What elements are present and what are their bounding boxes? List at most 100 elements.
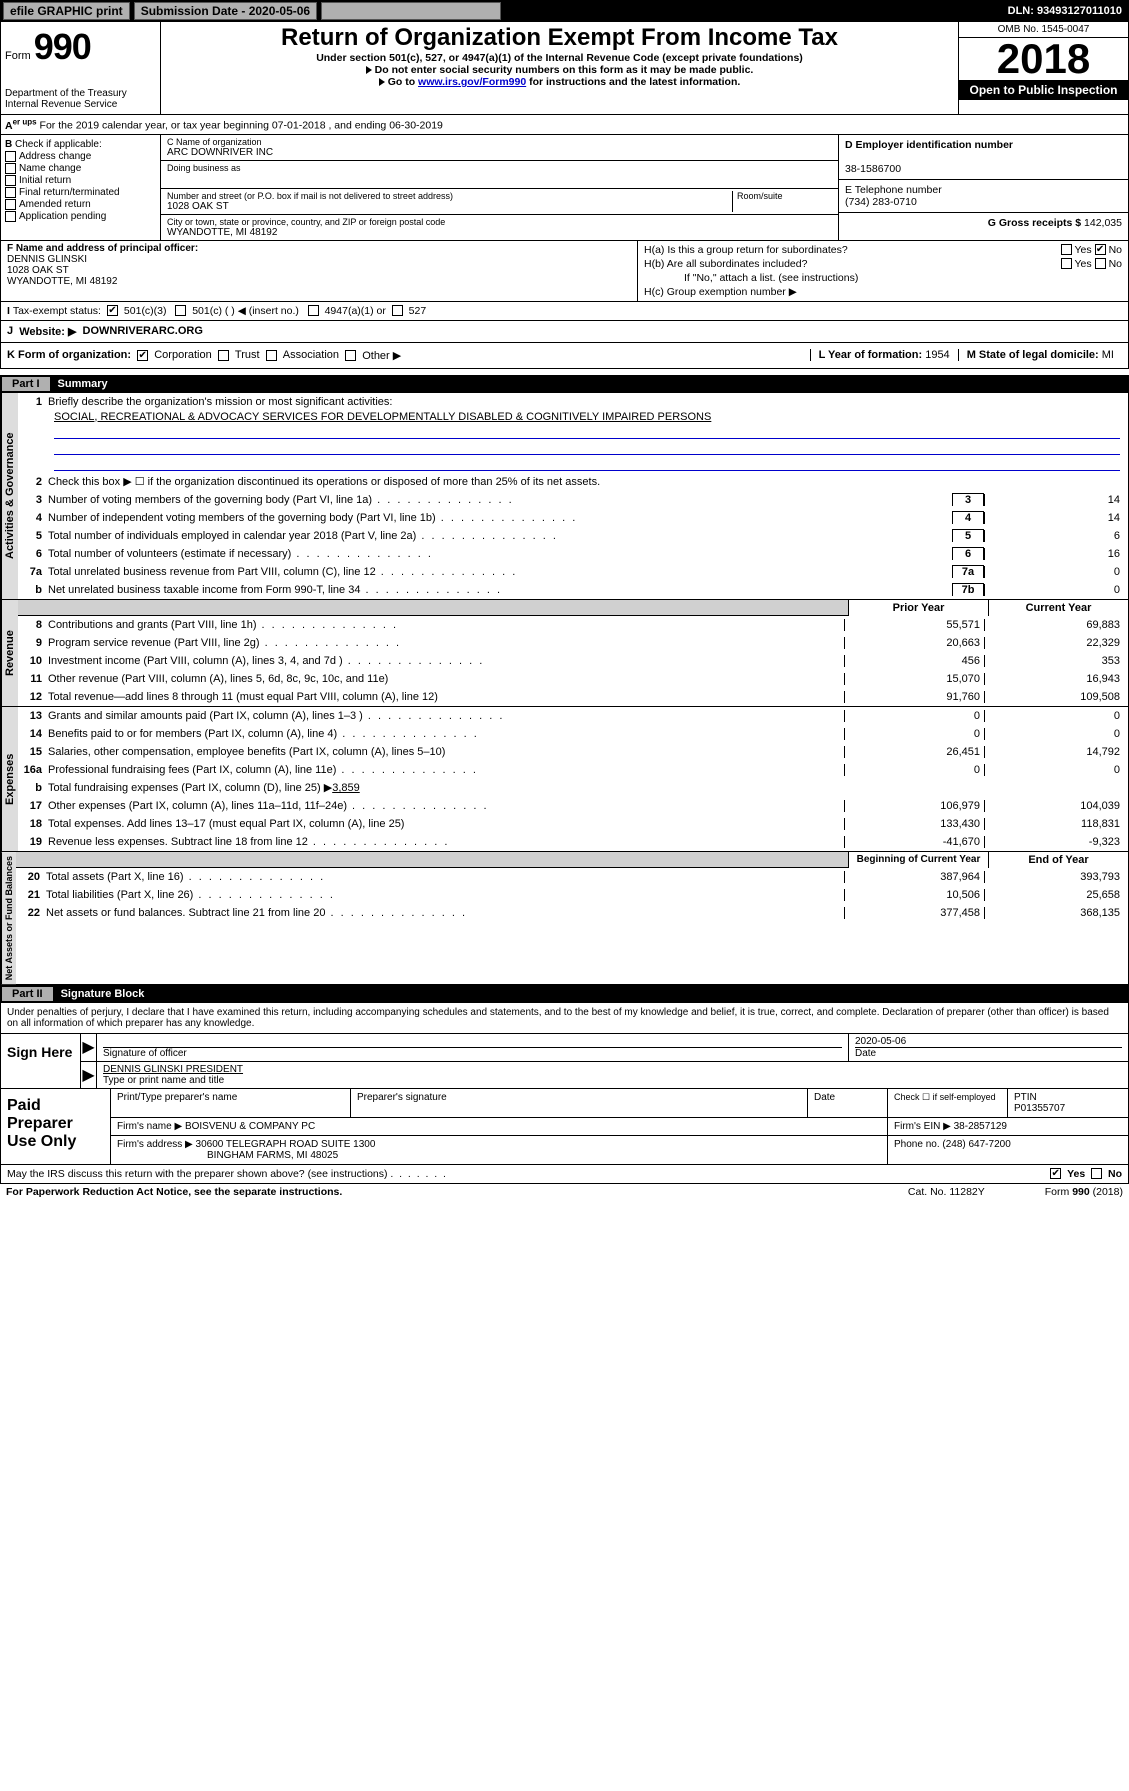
ha-yes-checkbox[interactable] — [1061, 244, 1072, 255]
501c3-checkbox[interactable] — [107, 305, 118, 316]
street-address: 1028 OAK ST — [167, 201, 732, 212]
paperwork-text: For Paperwork Reduction Act Notice, see … — [6, 1186, 342, 1198]
cat-no: Cat. No. 11282Y — [908, 1186, 985, 1198]
v4: 14 — [984, 512, 1124, 524]
c12: 109,508 — [984, 691, 1124, 703]
tax-status-row: I Tax-exempt status: 501(c)(3) 501(c) ( … — [0, 302, 1129, 321]
form990-link[interactable]: www.irs.gov/Form990 — [418, 76, 526, 88]
line14: Benefits paid to or for members (Part IX… — [48, 728, 337, 740]
line2: Check this box ▶ ☐ if the organization d… — [48, 475, 1124, 488]
expenses-section: Expenses 13Grants and similar amounts pa… — [1, 707, 1128, 852]
form-number-box: Form 990 Department of the Treasury Inte… — [1, 22, 161, 114]
penalties-text: Under penalties of perjury, I declare th… — [1, 1003, 1128, 1033]
no-label: No — [1109, 258, 1122, 270]
opt-amended: Amended return — [19, 199, 91, 210]
trust-checkbox[interactable] — [218, 350, 229, 361]
line16b: Total fundraising expenses (Part IX, col… — [48, 782, 332, 794]
discuss-yes-checkbox[interactable] — [1050, 1168, 1061, 1179]
527-checkbox[interactable] — [392, 305, 403, 316]
line11: Other revenue (Part VIII, column (A), li… — [48, 673, 388, 685]
line21: Total liabilities (Part X, line 26) — [46, 889, 193, 901]
corp-label: Corporation — [154, 349, 211, 361]
d-label: D Employer identification number — [845, 139, 1013, 151]
firm-addr-label: Firm's address ▶ — [117, 1139, 193, 1150]
opt-final: Final return/terminated — [19, 187, 120, 198]
blank-line — [54, 457, 1120, 471]
p17: 106,979 — [844, 800, 984, 812]
c19: -9,323 — [984, 836, 1124, 848]
line15: Salaries, other compensation, employee b… — [48, 746, 445, 758]
checkbox-initial[interactable] — [5, 175, 16, 186]
assoc-label: Association — [283, 349, 339, 361]
mission-text: SOCIAL, RECREATIONAL & ADVOCACY SERVICES… — [18, 411, 1128, 423]
subtitle: Under section 501(c), 527, or 4947(a)(1)… — [169, 52, 950, 64]
line16a: Professional fundraising fees (Part IX, … — [48, 764, 336, 776]
blank-line — [54, 441, 1120, 455]
hb-note: If "No," attach a list. (see instruction… — [684, 272, 858, 284]
efile-topbar: efile GRAPHIC print Submission Date - 20… — [0, 0, 1129, 22]
firm-name-label: Firm's name ▶ — [117, 1121, 182, 1132]
part1-header: Part I Summary — [0, 375, 1129, 393]
c21: 25,658 — [984, 889, 1124, 901]
c22: 368,135 — [984, 907, 1124, 919]
phone: (734) 283-0710 — [845, 196, 917, 208]
summary-body: Activities & Governance 1Briefly describ… — [0, 393, 1129, 985]
row-a-text: For the 2019 calendar year, or tax year … — [40, 120, 443, 132]
c15: 14,792 — [984, 746, 1124, 758]
part2-header: Part II Signature Block — [0, 985, 1129, 1003]
4947-checkbox[interactable] — [308, 305, 319, 316]
ptin: P01355707 — [1014, 1103, 1065, 1114]
website-label: Website: ▶ — [19, 325, 76, 338]
line3: Number of voting members of the governin… — [48, 494, 372, 506]
checkbox-address-change[interactable] — [5, 151, 16, 162]
vert-net: Net Assets or Fund Balances — [1, 852, 16, 984]
checkbox-pending[interactable] — [5, 211, 16, 222]
note-ssn: Do not enter social security numbers on … — [375, 64, 754, 76]
blank-line — [54, 425, 1120, 439]
efile-graphic-button[interactable]: efile GRAPHIC print — [3, 2, 130, 20]
sig-date: 2020-05-06 — [855, 1036, 906, 1047]
submission-date-button[interactable]: Submission Date - 2020-05-06 — [134, 2, 317, 20]
part2-title: Signature Block — [61, 988, 145, 1000]
line9: Program service revenue (Part VIII, line… — [48, 637, 260, 649]
b-label: Check if applicable: — [15, 139, 102, 150]
other-checkbox[interactable] — [345, 350, 356, 361]
opt-pending: Application pending — [19, 211, 106, 222]
discuss-no-checkbox[interactable] — [1091, 1168, 1102, 1179]
c18: 118,831 — [984, 818, 1124, 830]
checkbox-final[interactable] — [5, 187, 16, 198]
part2-label: Part II — [2, 987, 53, 1001]
checkbox-name-change[interactable] — [5, 163, 16, 174]
assoc-checkbox[interactable] — [266, 350, 277, 361]
row-a: Aer ups For the 2019 calendar year, or t… — [0, 115, 1129, 135]
room-label: Room/suite — [737, 191, 832, 201]
self-employed-check: Check ☐ if self-employed — [888, 1089, 1008, 1117]
gross-receipts: 142,035 — [1084, 217, 1122, 229]
tax-status-label: Tax-exempt status: — [13, 305, 101, 317]
print-name-label: Print/Type preparer's name — [111, 1089, 351, 1117]
501c-checkbox[interactable] — [175, 305, 186, 316]
signature-block: Under penalties of perjury, I declare th… — [0, 1003, 1129, 1089]
ptin-label: PTIN — [1014, 1092, 1037, 1103]
line6: Total number of volunteers (estimate if … — [48, 548, 291, 560]
website-url: DOWNRIVERARC.ORG — [83, 325, 203, 338]
p20: 387,964 — [844, 871, 984, 883]
firm-ein-label: Firm's EIN ▶ — [894, 1121, 954, 1132]
section-f: F Name and address of principal officer:… — [1, 241, 638, 301]
corp-checkbox[interactable] — [137, 350, 148, 361]
hb-no-checkbox[interactable] — [1095, 258, 1106, 269]
checkbox-amended[interactable] — [5, 199, 16, 210]
c11: 16,943 — [984, 673, 1124, 685]
activities-governance: Activities & Governance 1Briefly describ… — [1, 393, 1128, 600]
line20: Total assets (Part X, line 16) — [46, 871, 184, 883]
officer-name: DENNIS GLINSKI — [7, 254, 87, 265]
f-label: F Name and address of principal officer: — [7, 243, 198, 254]
line7a: Total unrelated business revenue from Pa… — [48, 566, 376, 578]
hb-yes-checkbox[interactable] — [1061, 258, 1072, 269]
line7b: Net unrelated business taxable income fr… — [48, 584, 360, 596]
c16a: 0 — [984, 764, 1124, 776]
paid-preparer: Paid Preparer Use Only Print/Type prepar… — [0, 1089, 1129, 1165]
ha-no-checkbox[interactable] — [1095, 244, 1106, 255]
revenue-section: Revenue Prior YearCurrent Year 8Contribu… — [1, 600, 1128, 707]
addr-label: Number and street (or P.O. box if mail i… — [167, 191, 732, 201]
